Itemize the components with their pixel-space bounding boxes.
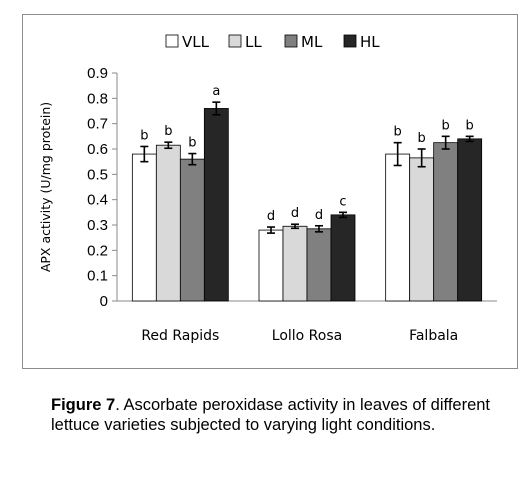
category-label: Lollo Rosa [272, 328, 342, 344]
category-label: Red Rapids [141, 328, 219, 344]
significance-label: b [164, 124, 172, 139]
bar [131, 153, 157, 302]
significance-label: b [394, 125, 402, 140]
caption-text: . Ascorbate peroxidase activity in leave… [51, 396, 491, 434]
y-tick-label: 0.8 [87, 90, 108, 107]
figure-caption: Figure 7. Ascorbate peroxidase activity … [51, 395, 491, 435]
legend-swatch [228, 34, 242, 48]
legend-label: HL [360, 33, 380, 51]
y-tick-label: 0 [100, 293, 108, 310]
significance-label: b [418, 131, 426, 146]
bar [282, 225, 308, 302]
significance-label: b [188, 136, 196, 151]
legend-swatch [165, 34, 179, 48]
bar [385, 153, 411, 302]
bar [409, 157, 435, 302]
legend-label: ML [301, 33, 323, 51]
chart-frame: 0 0.1 0.2 0.3 0.4 0.5 0.6 0.7 0.8 0.9 APX activity… [22, 14, 518, 369]
y-tick-label: 0.5 [87, 166, 108, 183]
legend-label: LL [245, 33, 262, 51]
significance-label: d [291, 206, 299, 221]
legend-label: VLL [182, 33, 210, 51]
significance-label: b [442, 118, 450, 133]
bar [155, 144, 181, 302]
y-axis-label: APX activity (U/mg protein) [38, 102, 53, 272]
apx-activity-chart: 0 0.1 0.2 0.3 0.4 0.5 0.6 0.7 0.8 0.9 APX activity… [38, 33, 497, 344]
y-tick-label: 0.6 [87, 141, 108, 158]
y-tick-label: 0.7 [87, 116, 108, 133]
significance-label: a [212, 84, 220, 99]
significance-label: c [339, 194, 346, 209]
y-tick-label: 0.4 [87, 192, 108, 209]
bar [457, 138, 483, 302]
bar [179, 158, 205, 302]
category-label: Falbala [409, 328, 458, 344]
y-tick-label: 0.3 [87, 217, 108, 234]
y-tick-label: 0.9 [87, 65, 108, 82]
bar [433, 142, 459, 302]
y-tick-label: 0.2 [87, 242, 108, 259]
bar [258, 229, 284, 302]
bar [330, 214, 356, 302]
significance-label: b [140, 128, 148, 143]
y-tick-label: 0.1 [87, 268, 108, 285]
legend-swatch [284, 34, 298, 48]
significance-label: d [267, 209, 275, 224]
significance-label: b [466, 118, 474, 133]
legend-swatch [343, 34, 357, 48]
figure-label: Figure 7 [51, 396, 116, 414]
bar [203, 108, 229, 302]
significance-label: d [315, 208, 323, 223]
bar [306, 228, 332, 302]
